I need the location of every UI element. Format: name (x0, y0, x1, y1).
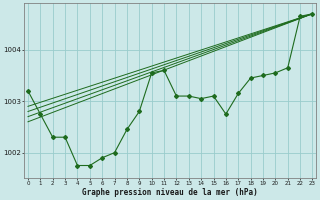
X-axis label: Graphe pression niveau de la mer (hPa): Graphe pression niveau de la mer (hPa) (82, 188, 258, 197)
